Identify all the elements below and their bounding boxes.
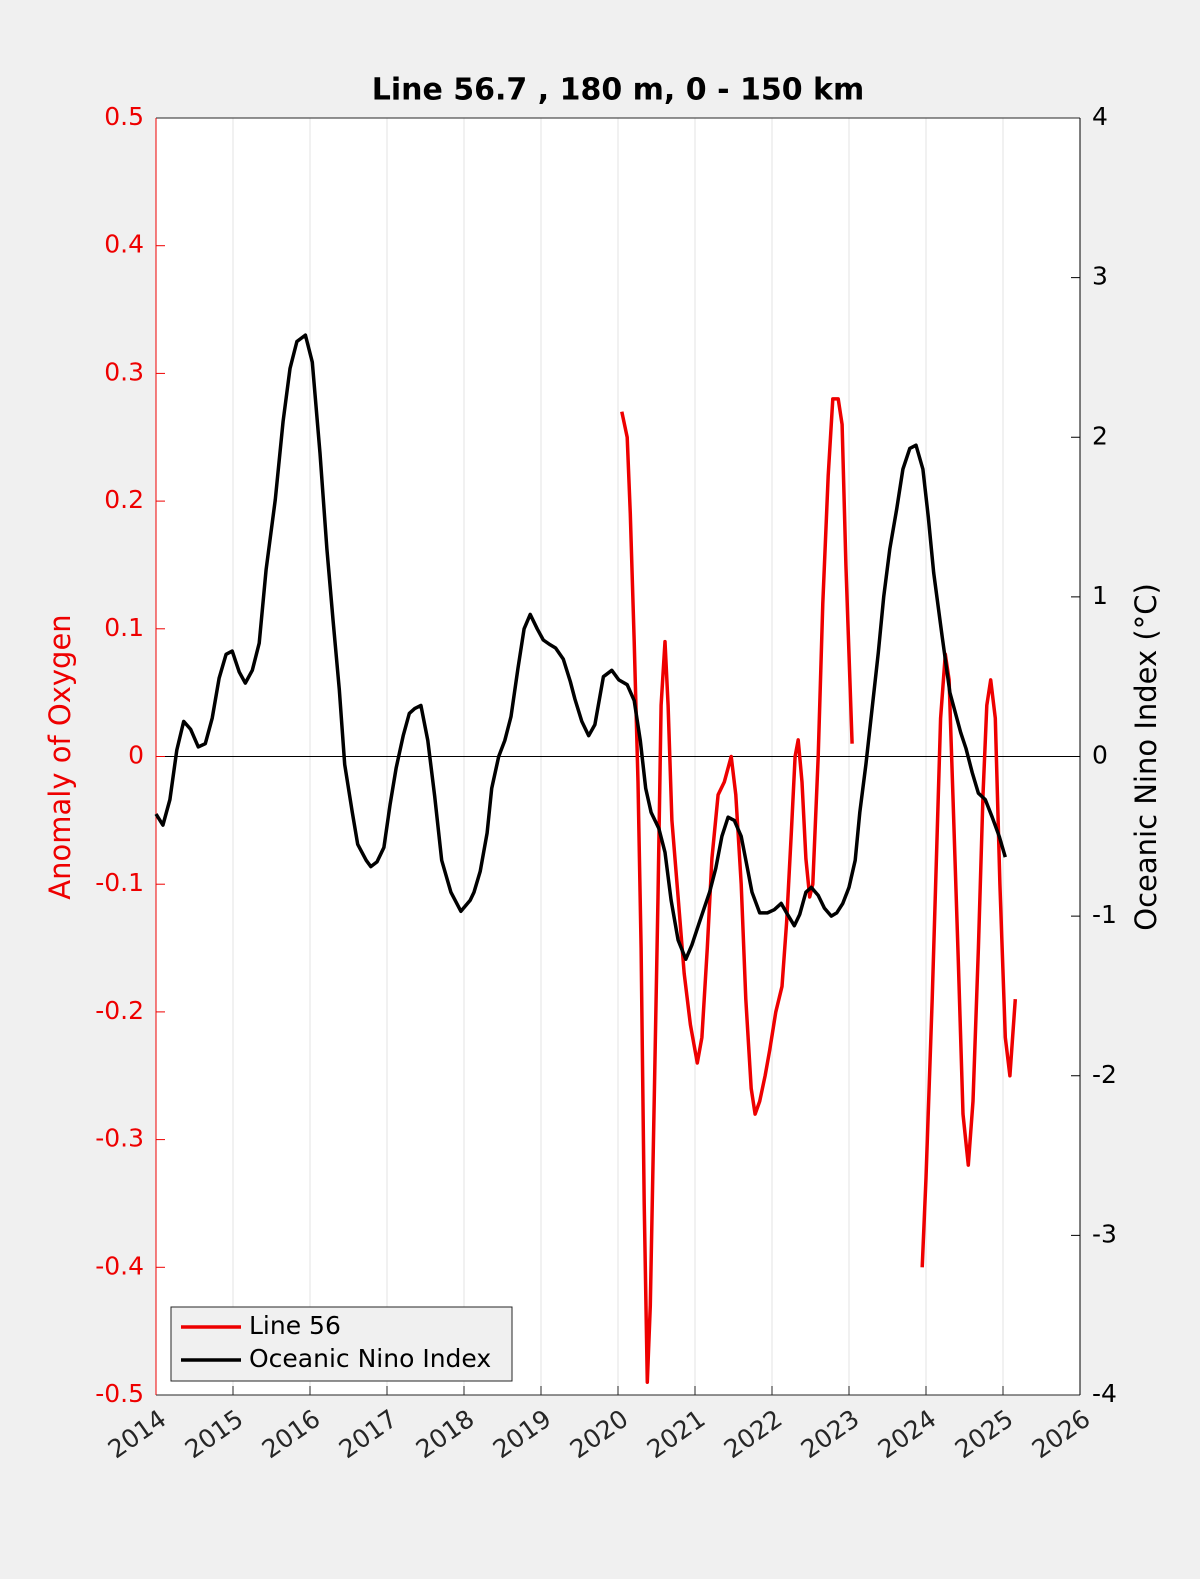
x-tick-label: 2018 [411, 1404, 480, 1464]
y-tick-label: 0.2 [104, 485, 144, 514]
y-axis-label: Anomaly of Oxygen [43, 614, 77, 899]
x-tick-label: 2022 [719, 1404, 788, 1464]
y2-tick-label: 3 [1092, 262, 1108, 291]
legend-label: Oceanic Nino Index [249, 1344, 491, 1373]
y2-axis-label: Oceanic Nino Index (°C) [1129, 583, 1163, 931]
y2-tick-label: 4 [1092, 102, 1108, 131]
y-tick-label: 0 [128, 741, 144, 770]
y-tick-label: -0.3 [95, 1124, 144, 1153]
x-tick-label: 2023 [796, 1404, 865, 1464]
chart-title: Line 56.7 , 180 m, 0 - 150 km [372, 73, 865, 108]
y2-tick-label: 1 [1092, 581, 1108, 610]
y2-tick-label: -4 [1092, 1379, 1117, 1408]
x-tick-label: 2014 [103, 1404, 172, 1464]
x-tick-label: 2020 [565, 1404, 634, 1464]
x-tick-label: 2016 [257, 1404, 326, 1464]
y-tick-label: -0.5 [95, 1379, 144, 1408]
legend-box [170, 1306, 513, 1382]
series-line [154, 333, 1007, 961]
x-tick-label: 2024 [873, 1404, 942, 1464]
x-tick-label: 2026 [1027, 1404, 1096, 1464]
y-tick-label: 0.3 [104, 357, 144, 386]
y2-tick-label: -2 [1092, 1060, 1117, 1089]
x-tick-label: 2017 [334, 1404, 403, 1464]
y-tick-label: -0.2 [95, 996, 144, 1025]
x-tick-label: 2025 [950, 1404, 1019, 1464]
x-tick-label: 2021 [642, 1404, 711, 1464]
y2-tick-label: 2 [1092, 421, 1108, 450]
x-tick-label: 2019 [488, 1404, 557, 1464]
y-tick-label: -0.1 [95, 868, 144, 897]
x-tick-label: 2015 [180, 1404, 249, 1464]
y2-tick-label: -1 [1092, 900, 1117, 929]
y-tick-label: 0.1 [104, 613, 144, 642]
y2-tick-label: -3 [1092, 1219, 1117, 1248]
legend-label: Line 56 [249, 1311, 341, 1340]
y-tick-label: 0.5 [104, 102, 144, 131]
y-tick-label: -0.4 [95, 1251, 144, 1280]
y2-tick-label: 0 [1092, 741, 1108, 770]
y-tick-label: 0.4 [104, 230, 144, 259]
